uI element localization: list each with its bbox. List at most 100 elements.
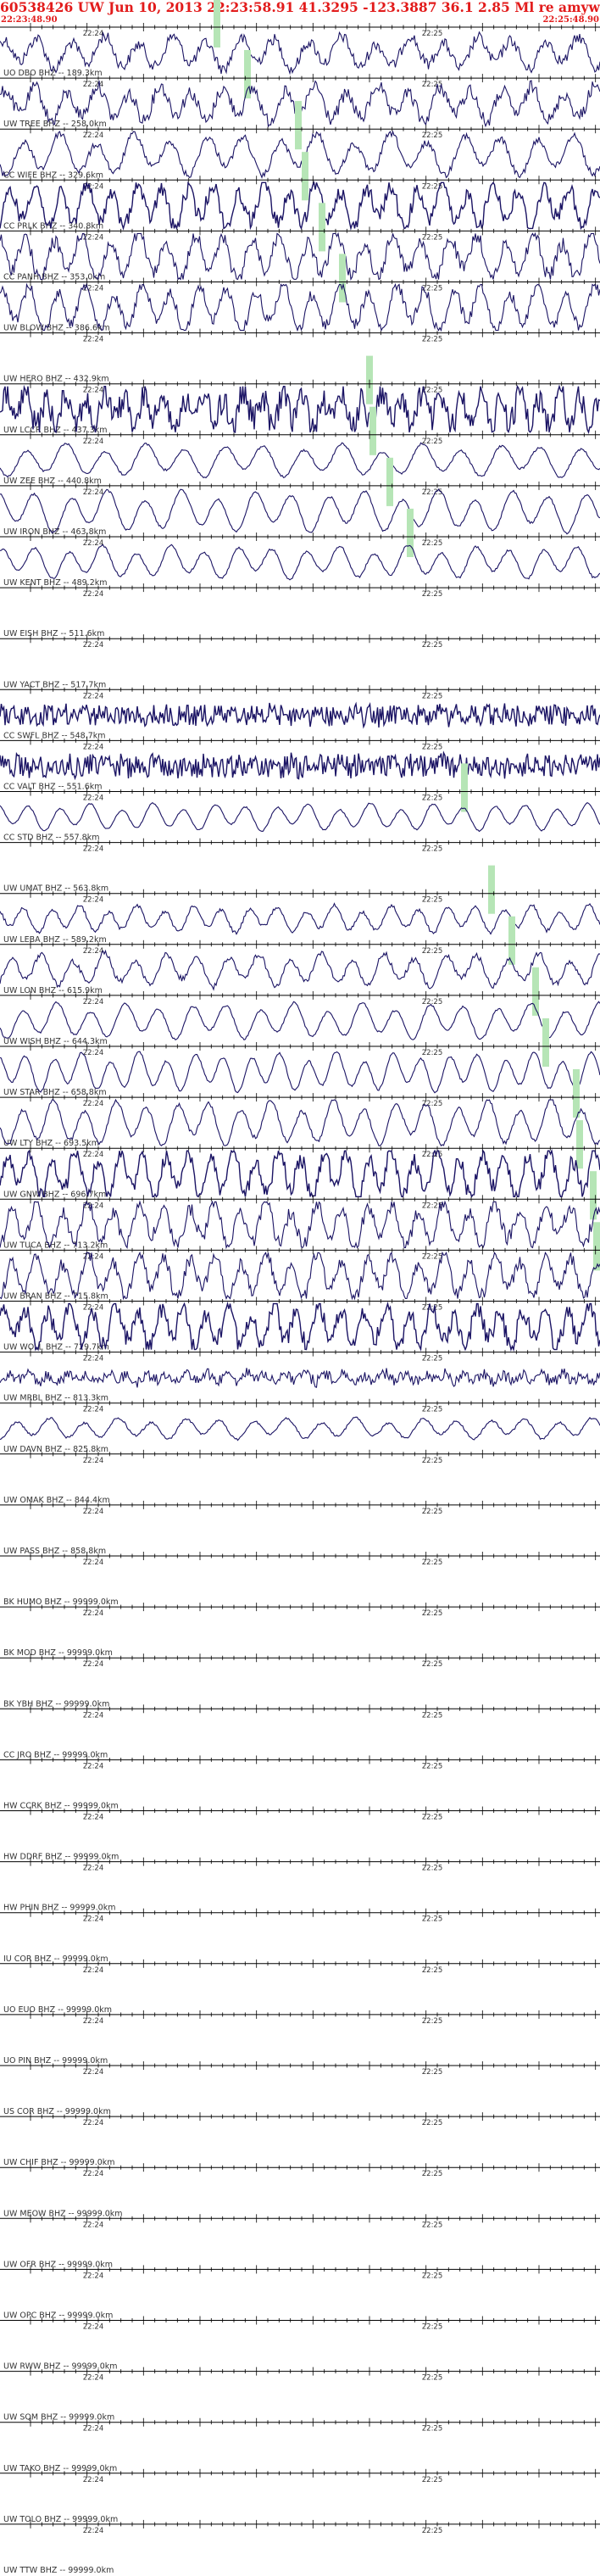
time-label: 22:24 bbox=[83, 285, 104, 293]
station-label: UW MEOW BHZ -- 99999.0km bbox=[3, 2209, 123, 2218]
station-label: UO DBO BHZ -- 189.3km bbox=[3, 69, 103, 78]
station-label: CC PRLK BHZ -- 340.8km bbox=[3, 221, 103, 231]
trace-panel: 22:24 22:25 UW SQM BHZ -- 99999.0km bbox=[0, 2367, 600, 2423]
phase-pick-marker bbox=[386, 457, 393, 506]
time-label: 22:25 bbox=[422, 1660, 443, 1669]
trace-panel: 22:24 22:25 UW LTY BHZ -- 693.5km bbox=[0, 1069, 600, 1148]
time-label: 22:24 bbox=[83, 1814, 104, 1822]
phase-pick-marker bbox=[576, 1120, 583, 1169]
time-label: 22:25 bbox=[422, 590, 443, 599]
trace-panel: 22:24 22:25 UW EISH BHZ -- 511.6km bbox=[0, 583, 600, 638]
time-label: 22:25 bbox=[422, 438, 443, 446]
time-label: 22:25 bbox=[422, 1609, 443, 1618]
time-label: 22:25 bbox=[422, 2017, 443, 2026]
station-label: HW DDRF BHZ -- 99999.0km bbox=[3, 1853, 119, 1862]
station-label: UW TAKO BHZ -- 99999.0km bbox=[3, 2464, 117, 2473]
time-label: 22:25 bbox=[422, 1100, 443, 1108]
time-label: 22:25 bbox=[422, 336, 443, 344]
station-label: UW TUCA BHZ -- 713.2km bbox=[3, 1241, 108, 1250]
time-label: 22:24 bbox=[83, 795, 104, 803]
trace-panel: 22:24 22:25 UW CHIF BHZ -- 99999.0km bbox=[0, 2112, 600, 2167]
time-label: 22:25 bbox=[422, 1966, 443, 1975]
station-label: HW CCRK BHZ -- 99999.0km bbox=[3, 1802, 119, 1811]
time-label: 22:24 bbox=[83, 1865, 104, 1873]
time-label: 22:24 bbox=[83, 1100, 104, 1108]
trace-panel: 22:24 22:25 UW OFR BHZ -- 99999.0km bbox=[0, 2214, 600, 2269]
time-label: 22:24 bbox=[83, 336, 104, 344]
trace-panel: 22:24 22:25 UW TAKO BHZ -- 99999.0km bbox=[0, 2417, 600, 2473]
time-label: 22:24 bbox=[83, 2425, 104, 2434]
time-label: 22:24 bbox=[83, 998, 104, 1006]
phase-pick-marker bbox=[488, 865, 495, 914]
trace-panel: 22:24 22:25 CC PANH BHZ -- 353.0km bbox=[0, 203, 600, 282]
time-label: 22:24 bbox=[83, 2374, 104, 2383]
station-label: BK YBH BHZ -- 99999.0km bbox=[3, 1699, 109, 1709]
trace-panel: 22:24 22:25 UO DBO BHZ -- 189.3km bbox=[0, 0, 600, 78]
time-label: 22:24 bbox=[83, 1660, 104, 1669]
time-label: 22:24 bbox=[83, 1304, 104, 1313]
trace-panel: 22:24 22:25 UW TTW BHZ -- 99999.0km bbox=[0, 2519, 600, 2575]
trace-panel: 22:24 22:25 UW LCCR BHZ -- 437.3km bbox=[0, 355, 600, 435]
station-label: UW WISH BHZ -- 644.3km bbox=[3, 1037, 108, 1046]
time-label: 22:25 bbox=[422, 2527, 443, 2535]
time-label: 22:25 bbox=[422, 233, 443, 242]
time-label: 22:24 bbox=[83, 1966, 104, 1975]
time-label: 22:24 bbox=[83, 1049, 104, 1057]
time-label: 22:24 bbox=[83, 2221, 104, 2229]
time-label: 22:24 bbox=[83, 2323, 104, 2332]
trace-panel: 22:24 22:25 UW UMAT BHZ -- 563.8km bbox=[0, 838, 600, 894]
trace-panel: 22:24 22:25 UW OMAK BHZ -- 844.4km bbox=[0, 1449, 600, 1505]
trace-panel: 22:24 22:25 UW TUCA BHZ -- 713.2km bbox=[0, 1171, 600, 1250]
trace-panel: 22:24 22:25 HW DDRF BHZ -- 99999.0km bbox=[0, 1806, 600, 1862]
time-label: 22:25 bbox=[422, 1049, 443, 1057]
trace-panel: 22:24 22:25 UO EUO BHZ -- 99999.0km bbox=[0, 1959, 600, 2015]
trace-panel: 22:24 22:25 US COR BHZ -- 99999.0km bbox=[0, 2061, 600, 2116]
phase-pick-marker bbox=[590, 1171, 597, 1220]
trace-panel: 22:24 22:25 UW RWW BHZ -- 99999.0km bbox=[0, 2316, 600, 2372]
waveform-trace bbox=[0, 1301, 600, 1352]
station-label: CC JRO BHZ -- 99999.0km bbox=[3, 1750, 108, 1759]
waveform-trace bbox=[0, 130, 600, 180]
time-label: 22:24 bbox=[83, 2017, 104, 2026]
time-label: 22:24 bbox=[83, 845, 104, 854]
time-label: 22:25 bbox=[422, 641, 443, 650]
time-label: 22:24 bbox=[83, 1711, 104, 1720]
time-label: 22:24 bbox=[83, 131, 104, 140]
station-label: UW CHIF BHZ -- 99999.0km bbox=[3, 2158, 115, 2167]
time-label: 22:24 bbox=[83, 2527, 104, 2535]
time-label: 22:25 bbox=[422, 1151, 443, 1159]
time-label: 22:24 bbox=[83, 743, 104, 751]
trace-panel: 22:24 22:25 UW WISH BHZ -- 644.3km bbox=[0, 967, 600, 1046]
station-label: UW TOLO BHZ -- 99999.0km bbox=[3, 2515, 118, 2524]
station-label: UW MRBL BHZ -- 813.3km bbox=[3, 1394, 108, 1403]
time-label: 22:25 bbox=[422, 1457, 443, 1465]
station-label: BK HUMO BHZ -- 99999.0km bbox=[3, 1597, 119, 1607]
time-label: 22:25 bbox=[422, 1915, 443, 1924]
phase-pick-marker bbox=[244, 50, 251, 99]
station-label: UW BLOW BHZ -- 386.6km bbox=[3, 324, 110, 333]
trace-panel: 22:24 22:25 CC STD BHZ -- 557.8km bbox=[0, 763, 600, 843]
phase-pick-marker bbox=[214, 0, 220, 47]
phase-pick-marker bbox=[542, 1018, 549, 1067]
phase-pick-marker bbox=[295, 101, 302, 150]
time-label: 22:25 bbox=[422, 2374, 443, 2383]
time-label: 22:24 bbox=[83, 590, 104, 599]
station-label: UW TTW BHZ -- 99999.0km bbox=[3, 2566, 114, 2575]
time-label: 22:25 bbox=[422, 1202, 443, 1210]
station-label: UW OMAK BHZ -- 844.4km bbox=[3, 1496, 110, 1505]
waveform-trace bbox=[0, 1251, 600, 1301]
time-label: 22:24 bbox=[83, 1406, 104, 1414]
event-title: 60538426 UW Jun 10, 2013 22:23:58.91 41.… bbox=[0, 0, 600, 15]
time-label: 22:25 bbox=[422, 1252, 443, 1261]
window-start-time: 22:23:48.90 bbox=[1, 15, 58, 25]
time-label: 22:24 bbox=[83, 539, 104, 548]
waveform-trace bbox=[0, 231, 600, 282]
time-label: 22:24 bbox=[83, 896, 104, 905]
station-label: UW WOLL BHZ -- 729.7km bbox=[3, 1343, 109, 1352]
time-label: 22:25 bbox=[422, 2068, 443, 2077]
waveform-trace bbox=[0, 1416, 600, 1441]
time-label: 22:24 bbox=[83, 1508, 104, 1516]
time-label: 22:24 bbox=[83, 81, 104, 89]
time-label: 22:24 bbox=[83, 2272, 104, 2280]
